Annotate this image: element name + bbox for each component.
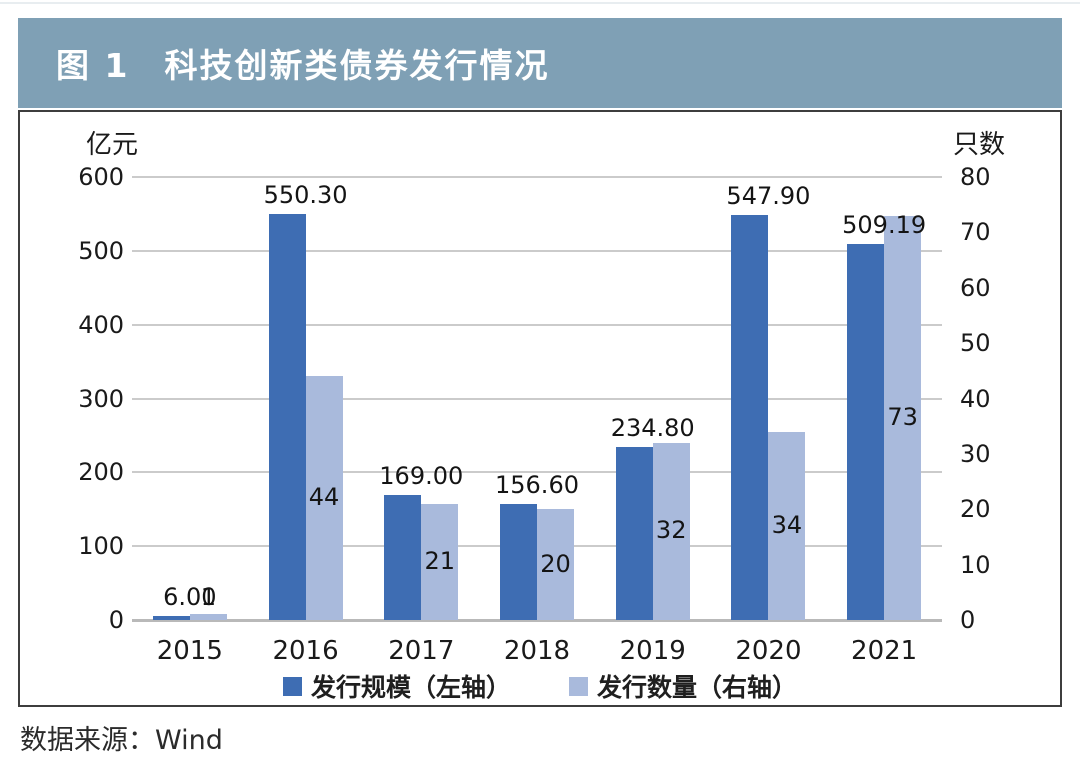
value-label-count: 20 (540, 549, 571, 578)
legend-swatch-count (569, 676, 588, 696)
chart-panel: 亿元 只数 600 500 400 300 200 100 0 80 70 60 50 40 30 20… (18, 110, 1062, 707)
value-label-scale: 234.80 (610, 413, 695, 442)
right-tick-label: 40 (960, 384, 991, 413)
right-tick-label: 60 (960, 273, 991, 302)
value-label-scale: 547.90 (726, 182, 811, 211)
legend-item-scale: 发行规模（左轴） (282, 668, 511, 704)
gridline (132, 323, 942, 326)
bar-issuance-count (305, 376, 343, 620)
value-label-scale: 156.60 (495, 471, 579, 500)
right-tick-label: 10 (960, 550, 991, 579)
category-label: 2021 (851, 636, 918, 666)
category-label: 2016 (272, 636, 339, 666)
gridline (132, 176, 942, 178)
bar-issuance-scale (847, 244, 885, 620)
value-label-scale: 6.00 (163, 582, 217, 611)
legend: 发行规模（左轴） 发行数量（右轴） (20, 668, 1060, 704)
right-tick-label: 0 (960, 606, 976, 634)
bar-issuance-scale (384, 495, 422, 620)
left-tick-label: 600 (78, 163, 124, 191)
left-tick-label: 100 (78, 532, 124, 561)
source-note: 数据来源：Wind (20, 725, 223, 756)
value-label-scale: 550.30 (263, 180, 348, 209)
left-tick-label: 200 (78, 458, 124, 487)
gridline (132, 397, 942, 400)
legend-label-count: 发行数量（右轴） (597, 673, 798, 702)
bar-issuance-count (189, 614, 227, 620)
legend-swatch-scale (282, 676, 302, 696)
category-label: 2019 (619, 636, 686, 666)
left-tick-label: 500 (78, 236, 124, 265)
bar-issuance-scale (615, 446, 653, 620)
right-tick-label: 50 (960, 329, 991, 358)
top-divider (0, 2, 1080, 4)
bar-issuance-count (652, 442, 690, 620)
legend-label-scale: 发行规模（左轴） (310, 673, 511, 702)
bar-issuance-scale (152, 615, 190, 620)
bar-issuance-count (884, 215, 922, 620)
bar-issuance-scale (731, 215, 769, 620)
category-label: 2020 (735, 636, 802, 666)
value-label-count: 44 (308, 483, 340, 512)
value-label-count: 21 (424, 546, 456, 575)
value-label-count: 73 (887, 402, 918, 431)
right-tick-label: 20 (960, 495, 991, 524)
x-axis-line (132, 619, 942, 622)
bar-issuance-scale (500, 504, 537, 620)
right-tick-label: 30 (960, 439, 991, 468)
figure-title-bar: 图 1 科技创新类债券发行情况 (18, 18, 1062, 108)
left-tick-label: 400 (78, 310, 124, 339)
legend-item-count: 发行数量（右轴） (569, 668, 797, 704)
category-label: 2017 (388, 636, 455, 666)
left-tick-label: 0 (108, 606, 124, 634)
category-label: 2015 (156, 636, 223, 666)
gridline (132, 471, 942, 474)
left-tick-label: 300 (78, 384, 124, 413)
bar-issuance-count (537, 509, 574, 620)
left-axis-ticks: 600 500 400 300 200 100 0 (20, 164, 124, 633)
right-tick-label: 80 (960, 163, 991, 191)
bar-issuance-scale (268, 213, 306, 620)
right-tick-label: 70 (960, 218, 991, 247)
value-label-scale: 169.00 (379, 462, 464, 491)
category-axis: 2015 2016 2017 2018 2019 2020 2021 (132, 636, 942, 666)
bars-layer: 6.00 1 550.30 44 169.00 21 156.60 20 234.80 32 547… (132, 177, 942, 620)
left-axis-unit-label: 亿元 (85, 130, 138, 160)
bar-issuance-count (421, 503, 459, 620)
bar-issuance-count (768, 431, 806, 620)
right-axis-ticks: 80 70 60 50 40 30 20 10 0 (956, 164, 1026, 633)
value-label-count: 34 (771, 510, 803, 539)
category-label: 2018 (503, 636, 571, 666)
right-axis-unit-label: 只数 (953, 130, 1006, 160)
value-label-count: 32 (655, 516, 687, 545)
figure-title: 图 1 科技创新类债券发行情况 (56, 46, 550, 85)
value-label-count: 1 (200, 583, 216, 612)
value-label-scale: 509.19 (842, 211, 927, 240)
gridline (132, 249, 942, 252)
